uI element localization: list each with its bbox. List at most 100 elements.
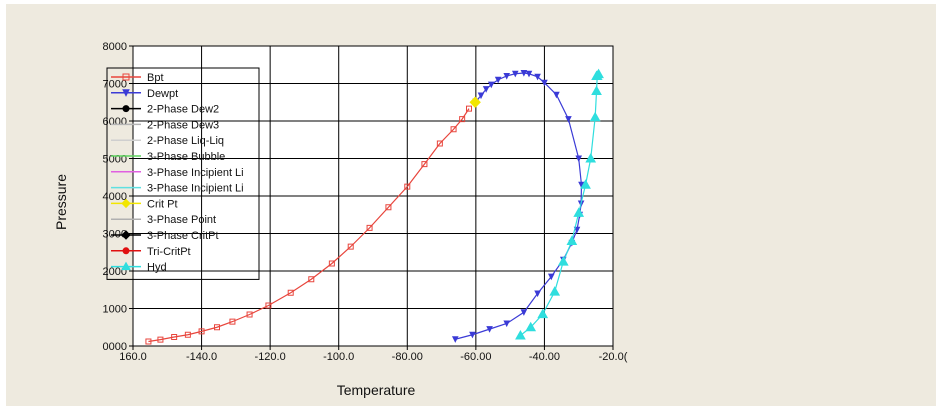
- series-line-bpt: [148, 108, 470, 343]
- y-tick-label: 1000: [103, 304, 127, 316]
- data-point-dewpt: [541, 79, 548, 87]
- data-point-hyd: [566, 235, 578, 245]
- data-point-bpt: [198, 328, 205, 335]
- y-axis-title: Pressure: [53, 174, 69, 230]
- y-tick-label: 6000: [103, 116, 127, 128]
- x-axis-ticks: 160.0 -140.0 -120.0 -100.0 -80.00 -60.00 -40.0…: [119, 346, 628, 363]
- data-point-bpt: [229, 318, 236, 325]
- y-tick-label: 8000: [103, 41, 127, 53]
- data-point-bpt: [459, 116, 466, 123]
- data-point-bpt: [246, 311, 253, 318]
- data-point-crit-pt: [469, 96, 481, 108]
- legend-label: 3-Phase Bubble: [147, 151, 225, 163]
- legend-item: 3-Phase CritPt: [111, 230, 219, 242]
- data-point-bpt: [404, 183, 411, 190]
- legend-item: Tri-CritPt: [111, 246, 191, 258]
- data-point-dewpt: [520, 70, 528, 77]
- x-tick-label: -100.0: [323, 351, 354, 363]
- y-tick-label: 4000: [103, 191, 127, 203]
- data-point-hyd: [549, 286, 561, 296]
- legend-item: Bpt: [111, 72, 164, 84]
- legend-marker: [121, 230, 131, 240]
- legend-item: Crit Pt: [111, 198, 178, 210]
- data-point-bpt: [466, 105, 472, 112]
- legend-item: 2-Phase Liq-Liq: [111, 135, 224, 147]
- series-bpt: [145, 105, 472, 345]
- data-point-dewpt: [503, 73, 511, 80]
- legend-label: 2-Phase Liq-Liq: [147, 135, 224, 147]
- data-point-dewpt: [575, 155, 583, 163]
- legend-marker: [121, 261, 131, 271]
- data-point-dewpt: [486, 326, 493, 333]
- data-point-hyd: [580, 179, 591, 189]
- data-point-bpt: [265, 302, 272, 309]
- legend-label: 3-Phase Incipient Li: [147, 167, 244, 179]
- data-point-hyd: [585, 152, 597, 163]
- data-point-bpt: [436, 140, 443, 147]
- legend-item: 2-Phase Dew3: [111, 119, 219, 131]
- legend-label: Hyd: [147, 262, 167, 274]
- data-point-bpt: [145, 338, 152, 345]
- data-point-dewpt: [511, 70, 519, 78]
- legend-label: 2-Phase Dew3: [147, 119, 219, 131]
- data-point-bpt: [287, 289, 294, 296]
- data-point-dewpt: [565, 116, 572, 123]
- data-point-dewpt: [503, 320, 511, 328]
- legend-item: 3-Phase Point: [111, 214, 216, 226]
- legend-item: Hyd: [111, 261, 167, 274]
- grid-lines: [132, 45, 614, 347]
- data-point-dewpt: [487, 81, 495, 89]
- data-point-dewpt: [482, 86, 490, 93]
- x-tick-label: -80.00: [392, 351, 423, 363]
- data-point-bpt: [385, 204, 392, 211]
- data-point-hyd: [589, 111, 601, 122]
- data-point-hyd: [573, 207, 585, 217]
- data-point-dewpt: [469, 331, 476, 339]
- legend-frame: [106, 67, 260, 280]
- data-point-hyd: [537, 308, 549, 319]
- phase-envelope-chart: 160.0 -140.0 -120.0 -100.0 -80.00 -60.00 -40.0…: [53, 41, 628, 398]
- data-point-dewpt: [520, 309, 528, 316]
- legend-marker: [122, 89, 130, 97]
- data-point-hyd: [591, 85, 602, 95]
- legend-marker: [122, 247, 130, 255]
- legend: Bpt Dewpt 2-Phase Dew2 2-Phase Dew3 2-Phase …: [106, 67, 260, 280]
- x-tick-label: -60.00: [460, 351, 491, 363]
- legend-label: Dewpt: [147, 88, 178, 100]
- series-crit-pt: [469, 96, 481, 108]
- data-point-dewpt: [534, 290, 541, 298]
- x-tick-label: -20.0(: [599, 351, 628, 363]
- data-point-dewpt: [477, 92, 485, 100]
- legend-item: 3-Phase Incipient Li: [111, 167, 244, 179]
- legend-label: Tri-CritPt: [147, 246, 191, 258]
- data-point-dewpt: [534, 73, 541, 81]
- x-tick-label: -120.0: [255, 351, 286, 363]
- legend-item: Dewpt: [111, 88, 178, 100]
- data-point-bpt: [328, 260, 335, 267]
- data-point-dewpt: [553, 91, 560, 99]
- legend-label: Bpt: [147, 72, 164, 84]
- legend-marker: [122, 105, 130, 113]
- data-point-hyd: [525, 321, 537, 332]
- x-axis-title: Temperature: [337, 382, 416, 398]
- legend-label: 3-Phase Incipient Li: [147, 183, 244, 195]
- x-tick-label: -140.0: [186, 351, 217, 363]
- data-point-hyd: [557, 256, 569, 266]
- legend-label: Crit Pt: [147, 198, 178, 210]
- legend-label: 3-Phase CritPt: [147, 230, 219, 242]
- legend-item: 2-Phase Dew2: [111, 104, 219, 116]
- data-point-dewpt: [525, 70, 533, 78]
- y-tick-label: 7000: [103, 79, 127, 91]
- data-point-hyd: [593, 68, 604, 79]
- y-tick-label: 0000: [103, 341, 127, 353]
- legend-label: 2-Phase Dew2: [147, 104, 219, 116]
- data-point-dewpt: [494, 76, 502, 84]
- y-tick-label: 2000: [103, 266, 127, 278]
- x-tick-label: -40.00: [529, 351, 560, 363]
- data-point-dewpt: [573, 226, 581, 234]
- data-point-bpt: [171, 334, 178, 340]
- data-point-hyd: [515, 329, 526, 340]
- data-point-bpt: [214, 324, 220, 331]
- chart-panel: 160.0 -140.0 -120.0 -100.0 -80.00 -60.00 -40.0…: [6, 4, 936, 406]
- series-hyd: [515, 68, 604, 340]
